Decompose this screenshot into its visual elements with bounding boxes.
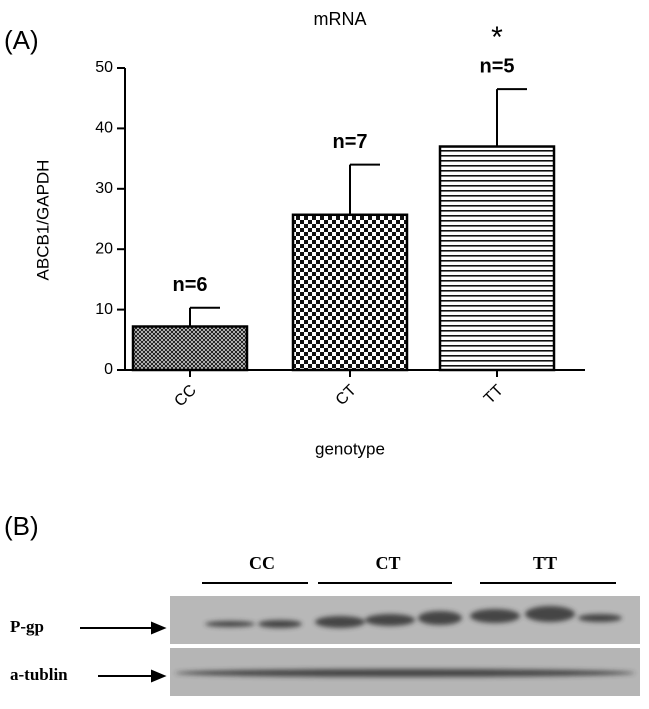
y-tick-label: 30	[95, 180, 113, 197]
western-blot: (B) CC CT TT P-gp a-tublin	[4, 511, 640, 696]
significance-mark: *	[491, 21, 503, 54]
y-tick-label: 0	[104, 361, 113, 378]
annotation: n=7	[332, 131, 367, 153]
group-label: CT	[375, 553, 400, 573]
annotation: n=6	[172, 274, 207, 296]
x-axis-label: genotype	[315, 439, 385, 458]
row-label: P-gp	[10, 617, 44, 636]
panel-label: (B)	[4, 511, 39, 541]
y-tick-label: 40	[95, 120, 113, 137]
group-label: CC	[249, 553, 275, 573]
chart-title: mRNA	[314, 9, 367, 29]
x-tick-label: CT	[333, 382, 360, 409]
annotation: n=5	[479, 55, 514, 77]
bands	[175, 606, 635, 677]
plot-area: 0 10 20 30 40 50 CC n=6 CT n=7 TT n=5*	[95, 21, 585, 410]
y-tick-label: 20	[95, 240, 113, 257]
arrows	[80, 621, 167, 683]
bar	[438, 145, 556, 372]
row-label: a-tublin	[10, 665, 68, 684]
bar	[131, 325, 249, 372]
y-tick-label: 10	[95, 301, 113, 318]
y-axis-label: ABCB1/GAPDH	[33, 160, 52, 281]
x-tick-label: CC	[171, 382, 199, 410]
y-tick-label: 50	[95, 59, 113, 76]
panel-label: (A)	[4, 25, 39, 55]
bar	[291, 213, 409, 372]
group-label: TT	[533, 553, 557, 573]
x-tick-label: TT	[481, 382, 507, 408]
